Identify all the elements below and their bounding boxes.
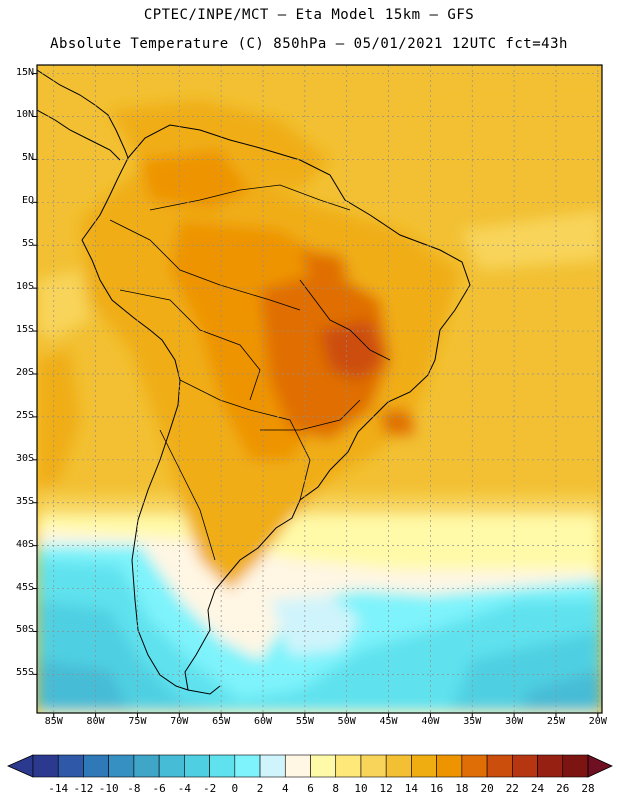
- colorbar-label: 4: [281, 782, 289, 795]
- colorbar: [7, 754, 613, 778]
- lon-label: 30W: [505, 716, 524, 727]
- lat-label: 40S: [15, 538, 34, 550]
- colorbar-label: 26: [556, 782, 570, 795]
- lon-label: 55W: [295, 716, 314, 727]
- colorbar-label: -14: [48, 782, 69, 795]
- colorbar-label: 6: [307, 782, 314, 795]
- lat-label: 15S: [15, 324, 34, 336]
- colorbar-swatch: [284, 754, 311, 778]
- colorbar-swatch: [360, 754, 387, 778]
- colorbar-label: 8: [332, 782, 340, 795]
- lon-label: 50W: [337, 716, 356, 727]
- colorbar-swatch: [310, 754, 337, 778]
- country-borders: [109, 184, 391, 561]
- lat-label: 10N: [15, 109, 34, 121]
- colorbar-label: 20: [480, 782, 494, 795]
- lat-label: 10S: [15, 281, 34, 293]
- map-title-line-2: Absolute Temperature (C) 850hPa — 05/01/…: [50, 36, 568, 52]
- lon-label: 85W: [44, 716, 63, 727]
- south-america-coastline: [81, 124, 471, 691]
- colorbar-swatch: [385, 754, 412, 778]
- colorbar-label: 28: [581, 782, 595, 795]
- colorbar-swatch: [259, 754, 286, 778]
- lat-label: 30S: [15, 452, 34, 464]
- colorbar-label: 0: [231, 782, 239, 795]
- colorbar-label: -6: [152, 782, 166, 795]
- lat-label: 5S: [21, 238, 34, 250]
- colorbar-label: 24: [530, 782, 545, 795]
- temperature-field: [37, 100, 602, 713]
- colorbar-label: -10: [98, 782, 119, 795]
- lat-label: 35S: [15, 495, 34, 507]
- lon-label: 35W: [463, 716, 482, 727]
- colorbar-swatch: [562, 754, 589, 778]
- colorbar-swatch: [461, 754, 488, 778]
- coastlines: [37, 69, 471, 695]
- colorbar-label: -4: [177, 782, 191, 795]
- colorbar-label: 16: [430, 782, 444, 795]
- lon-label: 60W: [253, 716, 273, 727]
- lat-label: 25S: [15, 409, 34, 421]
- colorbar-label: 18: [455, 782, 469, 795]
- colorbar-swatch: [234, 754, 261, 778]
- colorbar-swatch: [108, 754, 135, 778]
- colorbar-swatch: [57, 754, 84, 778]
- colorbar-swatch: [32, 754, 59, 778]
- colorbar-swatch: [83, 754, 109, 778]
- colorbar-swatch: [436, 754, 463, 778]
- tierra-del-fuego: [187, 685, 221, 695]
- graticule: [37, 65, 602, 713]
- lon-label: 75W: [128, 716, 147, 727]
- map-frame: [36, 64, 603, 714]
- lon-label: 70W: [170, 716, 189, 727]
- colorbar-swatch: [335, 754, 362, 778]
- colorbar-swatch: [158, 754, 185, 778]
- lat-label: 15N: [15, 66, 34, 78]
- lat-label: EQ: [21, 195, 34, 207]
- colorbar-swatch: [486, 754, 513, 778]
- lon-label: 40W: [421, 716, 440, 727]
- map-title-line-1: CPTEC/INPE/MCT — Eta Model 15km — GFS: [143, 7, 475, 23]
- colorbar-label: -2: [202, 782, 217, 795]
- colorbar-label: -12: [73, 782, 94, 795]
- colorbar-swatch: [512, 754, 538, 778]
- colorbar-swatch: [133, 754, 160, 778]
- lon-label: 25W: [546, 716, 565, 727]
- colorbar-label: -8: [127, 782, 141, 795]
- colorbar-swatch: [537, 754, 564, 778]
- colorbar-low-arrow: [7, 754, 34, 778]
- colorbar-swatch: [209, 754, 236, 778]
- lon-label: 20W: [588, 716, 607, 727]
- colorbar-label: 12: [379, 782, 393, 795]
- colorbar-label: 2: [256, 782, 264, 795]
- lat-label: 45S: [15, 581, 34, 593]
- central-america-coastline: [37, 69, 129, 161]
- colorbar-label: 14: [404, 782, 419, 795]
- colorbar-label: 10: [354, 782, 368, 795]
- lon-label: 45W: [379, 716, 398, 727]
- colorbar-high-arrow: [587, 754, 613, 778]
- lat-label: 20S: [15, 366, 34, 378]
- lat-label: 50S: [15, 624, 34, 636]
- colorbar-label: 22: [505, 782, 519, 795]
- colorbar-swatch: [411, 754, 437, 778]
- lat-label: 55S: [15, 667, 34, 679]
- lon-label: 65W: [212, 716, 231, 727]
- lat-label: 5N: [21, 152, 34, 164]
- lon-label: 80W: [86, 716, 105, 727]
- colorbar-swatch: [184, 754, 210, 778]
